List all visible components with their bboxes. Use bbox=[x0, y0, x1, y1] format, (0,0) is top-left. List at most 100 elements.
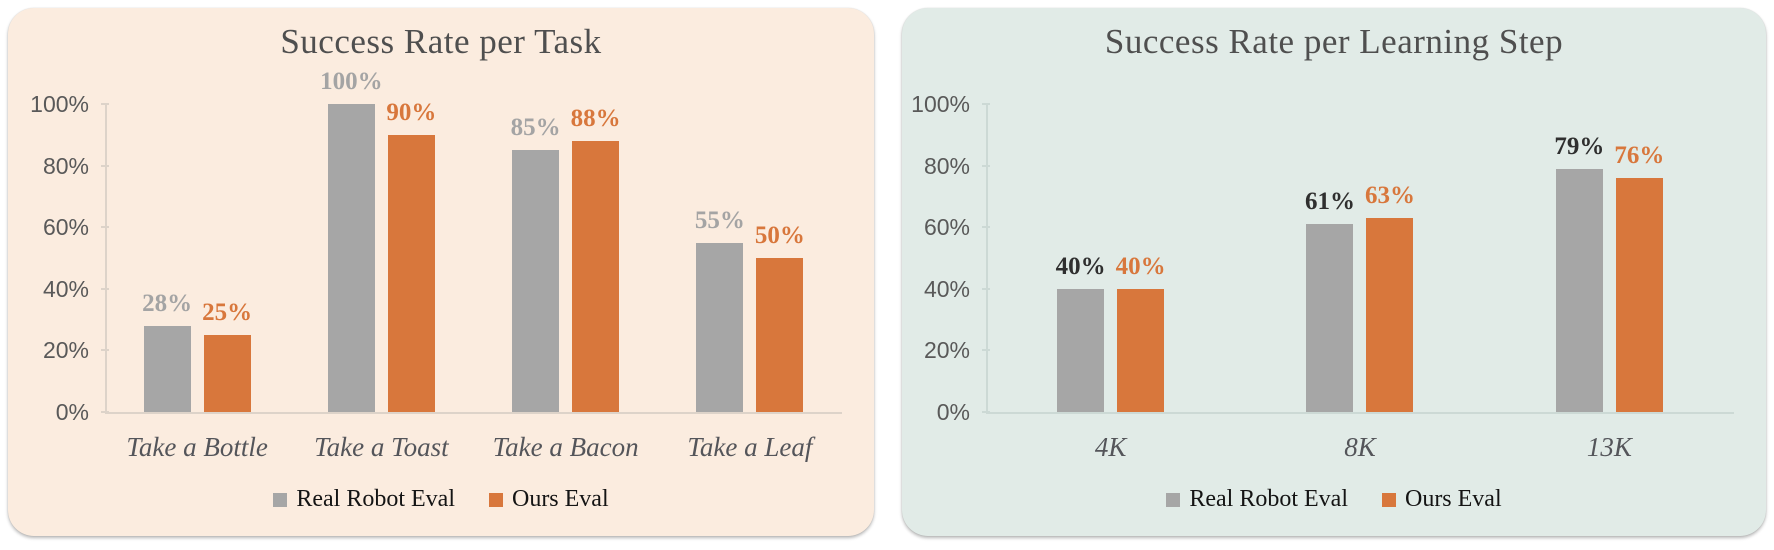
chart-title: Success Rate per Learning Step bbox=[1104, 22, 1564, 61]
bar-ours-eval bbox=[203, 335, 251, 412]
y-axis-tick-mark bbox=[101, 164, 109, 167]
y-axis-tick-mark bbox=[982, 349, 990, 352]
bar-real-robot-eval bbox=[512, 150, 560, 412]
bar-wrapper: 88% bbox=[570, 104, 621, 412]
y-axis-tick-mark bbox=[101, 287, 109, 290]
legend-label: Real Robot Eval bbox=[1189, 486, 1348, 512]
y-axis-tick-mark bbox=[101, 103, 109, 105]
bar-group: 100% 90% bbox=[320, 68, 436, 412]
bar-wrapper: 50% bbox=[754, 104, 805, 412]
x-axis-category-label: 4K bbox=[1094, 432, 1127, 462]
y-axis-tick-label: 0% bbox=[936, 399, 970, 425]
plot-area: 0% 20% 40% 60% 80% 100% 40% 40% 61% 63% 79% 76% bbox=[911, 91, 1734, 425]
y-axis-tick-mark bbox=[982, 226, 990, 229]
y-axis-tick-label: 80% bbox=[923, 152, 970, 179]
bar-value-label: 79% bbox=[1554, 132, 1605, 160]
bar-real-robot-eval bbox=[143, 325, 191, 412]
legend: Real Robot Eval Ours Eval bbox=[902, 486, 1766, 513]
y-axis-tick-mark bbox=[101, 411, 109, 413]
bar-wrapper: 28% bbox=[142, 104, 193, 412]
y-axis-tick-label: 40% bbox=[923, 275, 970, 302]
x-axis-category-label: Take a Leaf bbox=[687, 432, 813, 462]
legend-label: Ours Eval bbox=[1404, 486, 1502, 512]
y-axis-tick-label: 100% bbox=[911, 91, 970, 117]
y-axis-tick-label: 100% bbox=[30, 91, 89, 117]
bar-wrapper: 79% bbox=[1554, 104, 1605, 412]
bar-wrapper: 61% bbox=[1304, 104, 1355, 412]
bar-wrapper: 40% bbox=[1055, 104, 1106, 412]
category-slot: 85% 88% bbox=[474, 104, 658, 412]
bar-wrapper: 90% bbox=[386, 99, 436, 412]
bar-wrapper: 40% bbox=[1115, 104, 1166, 412]
legend: Real Robot Eval Ours Eval bbox=[8, 486, 874, 513]
bar-real-robot-eval bbox=[1057, 288, 1105, 412]
bar-ours-eval bbox=[1615, 177, 1663, 412]
x-axis-category-label: 8K bbox=[1344, 432, 1376, 462]
bar-group: 28% 25% bbox=[142, 104, 253, 412]
bar-groups: 28% 25% 100% 90% 85% 88% 55% 50% bbox=[105, 68, 842, 412]
bar-groups: 40% 40% 61% 63% 79% 76% bbox=[986, 104, 1734, 412]
bar-wrapper: 76% bbox=[1614, 104, 1665, 412]
legend-swatch-real-robot-eval bbox=[273, 492, 288, 507]
x-axis-categories: 4K 8K 13K bbox=[986, 432, 1734, 463]
plot-area: 0% 20% 40% 60% 80% 100% 28% 25% 100% 90% 85% 88% 55%… bbox=[30, 68, 842, 425]
legend-swatch-ours-eval bbox=[1381, 492, 1396, 507]
y-axis-tick-mark bbox=[982, 164, 990, 167]
bar-ours-eval bbox=[756, 258, 804, 412]
y-axis-tick-label: 60% bbox=[923, 214, 970, 241]
y-axis-tick-mark bbox=[982, 103, 990, 105]
legend-item: Ours Eval bbox=[488, 486, 609, 513]
bar-ours-eval bbox=[1117, 288, 1165, 412]
bar-value-label: 28% bbox=[142, 289, 193, 317]
bar-value-label: 50% bbox=[754, 222, 805, 249]
chart-panel-success-rate-per-task: Success Rate per Task 0% 20% 40% 60% 80% 100%… bbox=[8, 8, 874, 536]
y-axis-tick-mark bbox=[982, 411, 990, 413]
legend-label: Ours Eval bbox=[511, 486, 609, 512]
bar-ours-eval bbox=[387, 134, 435, 412]
bar-value-label: 40% bbox=[1055, 252, 1106, 280]
x-axis-category-label: 13K bbox=[1586, 432, 1632, 462]
bar-group: 55% 50% bbox=[695, 104, 805, 412]
legend-label: Real Robot Eval bbox=[296, 486, 455, 512]
x-axis-category-label: Take a Bottle bbox=[126, 432, 268, 462]
bar-value-label: 76% bbox=[1614, 141, 1665, 169]
y-axis-tick-label: 80% bbox=[42, 152, 89, 179]
legend-item: Real Robot Eval bbox=[1166, 486, 1348, 513]
y-axis-tick-label: 20% bbox=[923, 337, 970, 364]
bar-group: 61% 63% bbox=[1304, 104, 1415, 412]
legend-swatch-ours-eval bbox=[488, 492, 503, 507]
bar-ours-eval bbox=[572, 140, 620, 412]
bar-value-label: 100% bbox=[320, 68, 383, 95]
bar-wrapper: 63% bbox=[1365, 104, 1415, 412]
bar-ours-eval bbox=[1366, 217, 1414, 412]
bar-group: 79% 76% bbox=[1554, 104, 1665, 412]
bar-group: 40% 40% bbox=[1055, 104, 1166, 412]
y-axis-tick-mark bbox=[101, 226, 109, 229]
category-slot: 28% 25% bbox=[105, 104, 289, 412]
y-axis-tick-label: 40% bbox=[42, 275, 89, 302]
chart-title: Success Rate per Task bbox=[280, 22, 602, 61]
bar-value-label: 40% bbox=[1115, 252, 1166, 280]
bar-wrapper: 85% bbox=[511, 104, 561, 412]
category-slot: 40% 40% bbox=[986, 104, 1235, 412]
bar-wrapper: 100% bbox=[320, 68, 383, 412]
bar-value-label: 88% bbox=[570, 104, 621, 132]
y-axis-tick-label: 60% bbox=[42, 214, 89, 241]
legend-swatch-real-robot-eval bbox=[1166, 492, 1181, 507]
bar-real-robot-eval bbox=[1306, 224, 1354, 412]
category-slot: 100% 90% bbox=[289, 68, 473, 412]
category-slot: 55% 50% bbox=[658, 104, 842, 412]
bar-value-label: 61% bbox=[1304, 188, 1355, 216]
bar-real-robot-eval bbox=[327, 104, 375, 412]
bar-value-label: 90% bbox=[386, 98, 437, 126]
y-axis-tick-mark bbox=[982, 287, 990, 290]
x-axis-category-label: Take a Toast bbox=[314, 432, 449, 462]
bar-value-label: 25% bbox=[202, 299, 253, 326]
bar-wrapper: 55% bbox=[695, 104, 745, 412]
category-slot: 61% 63% bbox=[1235, 104, 1484, 412]
x-axis-category-label: Take a Bacon bbox=[492, 432, 639, 462]
x-axis-categories: Take a Bottle Take a Toast Take a Bacon Tak… bbox=[105, 432, 842, 463]
bar-real-robot-eval bbox=[1555, 168, 1603, 412]
chart-panel-success-rate-per-learning-step: Success Rate per Learning Step 0% 20% 40% 6… bbox=[902, 8, 1766, 536]
y-axis-tick-label: 0% bbox=[55, 399, 89, 425]
